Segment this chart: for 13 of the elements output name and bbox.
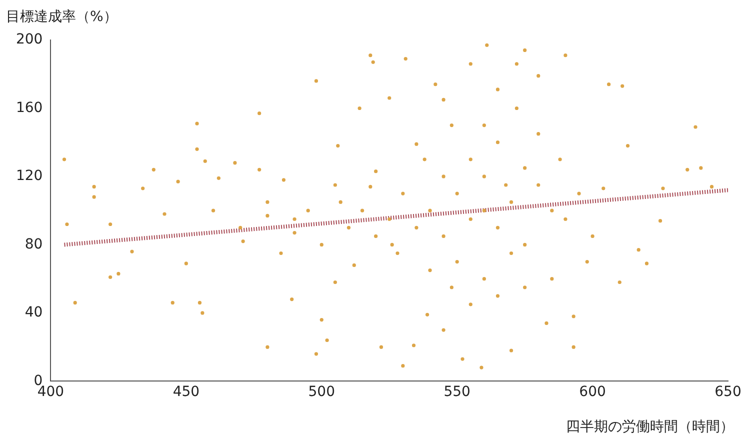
y-axis-title: 目標達成率（%） xyxy=(6,8,118,26)
x-tick-label: 600 xyxy=(579,384,606,400)
x-tick-label: 550 xyxy=(444,384,470,400)
x-tick-label: 450 xyxy=(172,384,200,400)
x-axis-title: 四半期の労働時間（時間） xyxy=(566,418,734,436)
y-tick-label: 80 xyxy=(24,236,43,252)
x-tick-label: 400 xyxy=(37,384,64,400)
y-tick-label: 200 xyxy=(16,32,43,48)
y-tick-label: 160 xyxy=(16,100,43,116)
y-tick-label: 40 xyxy=(24,304,43,321)
x-tick-label: 650 xyxy=(714,384,742,400)
x-tick-label: 500 xyxy=(308,384,335,400)
y-tick-label: 120 xyxy=(16,168,43,184)
